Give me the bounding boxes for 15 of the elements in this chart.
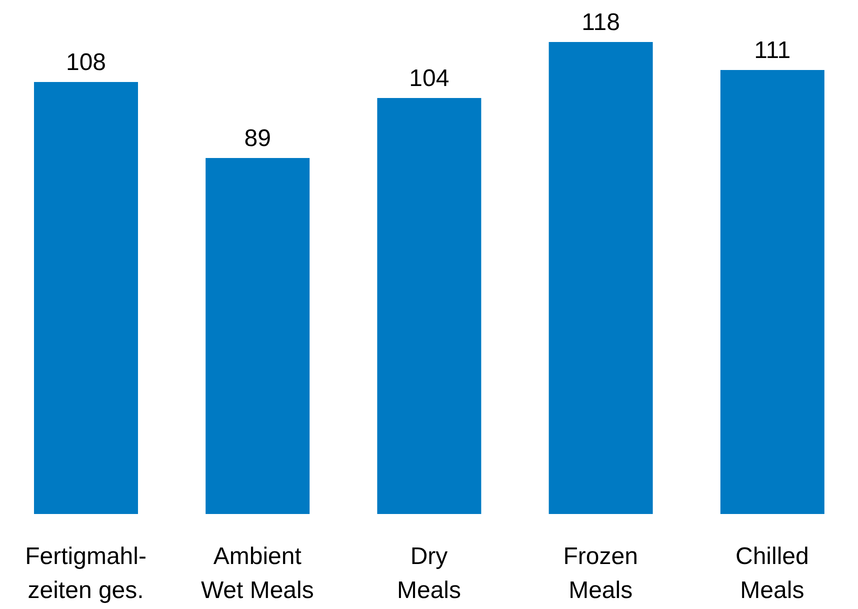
data-label: 108 bbox=[66, 49, 106, 76]
x-tick-label: Dry Meals bbox=[396, 543, 462, 604]
data-label: 111 bbox=[754, 37, 791, 64]
bar bbox=[720, 70, 824, 514]
data-label: 104 bbox=[409, 65, 450, 92]
bar bbox=[206, 158, 310, 514]
data-label: 118 bbox=[582, 9, 620, 36]
x-tick-label: Chilled Meals bbox=[736, 543, 809, 604]
x-tick-label: Frozen Meals bbox=[563, 543, 638, 604]
x-tick-label: Fertigmahl- zeiten ges. bbox=[25, 543, 146, 604]
data-label: 89 bbox=[244, 125, 271, 152]
bar bbox=[548, 42, 653, 514]
x-tick-label: Ambient Wet Meals bbox=[200, 543, 314, 604]
bar bbox=[377, 98, 482, 514]
bar bbox=[34, 82, 138, 514]
